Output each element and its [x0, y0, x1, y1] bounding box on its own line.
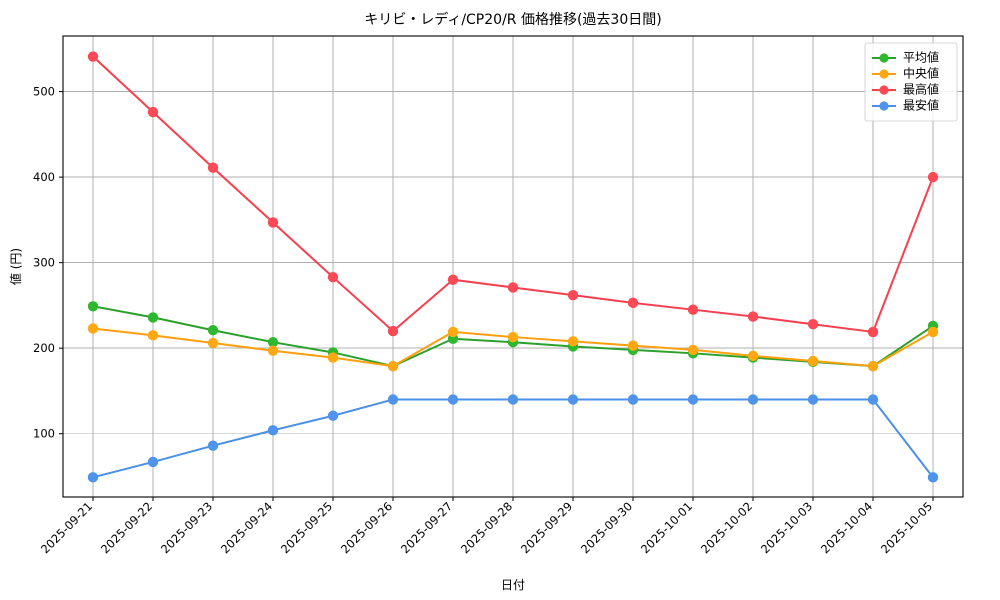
grid-lines	[63, 36, 963, 497]
legend-swatch-marker	[879, 69, 889, 79]
y-axis-title: 値 (円)	[8, 248, 23, 285]
data-point	[807, 394, 819, 405]
data-point	[87, 51, 99, 62]
data-point	[147, 330, 159, 341]
data-point	[507, 282, 519, 293]
data-point	[507, 331, 519, 343]
data-point	[747, 394, 759, 405]
y-tick-label: 300	[33, 256, 55, 270]
data-point	[867, 360, 879, 372]
data-point	[207, 337, 219, 349]
data-point	[927, 326, 939, 338]
data-point	[267, 425, 279, 436]
data-point	[147, 456, 159, 468]
data-point	[207, 440, 219, 451]
legend-background	[864, 42, 958, 122]
y-tick-label: 100	[33, 427, 55, 441]
y-tick-label: 400	[33, 170, 55, 184]
data-point	[567, 336, 579, 347]
data-point	[927, 472, 939, 483]
legend-item-1[interactable]: 平均値	[872, 50, 939, 65]
data-point	[267, 336, 279, 348]
legend-label: 最安値	[903, 98, 939, 113]
data-series	[87, 51, 939, 483]
legend-label: 中央値	[903, 66, 939, 81]
data-point	[267, 217, 279, 228]
data-point	[147, 312, 159, 323]
data-point	[807, 355, 819, 367]
legend-item-2[interactable]: 中央値	[872, 66, 939, 81]
data-point	[87, 323, 99, 334]
data-point	[387, 360, 399, 372]
data-point	[447, 394, 459, 405]
data-point	[627, 394, 639, 405]
legend-swatch-marker	[879, 85, 889, 95]
legend-label: 平均値	[903, 50, 939, 65]
data-point	[87, 472, 99, 483]
data-point	[867, 326, 879, 338]
x-axis-title: 日付	[501, 578, 525, 592]
data-point	[807, 319, 819, 330]
axis-ticks	[59, 91, 934, 501]
y-tick-label: 200	[33, 341, 55, 355]
data-point	[447, 274, 459, 285]
data-point	[627, 297, 639, 309]
series-4	[87, 394, 939, 483]
data-point	[867, 394, 879, 405]
data-point	[387, 325, 399, 337]
data-point	[207, 325, 219, 336]
data-point	[687, 304, 699, 315]
legend-label: 最高値	[903, 82, 939, 97]
data-point	[327, 271, 339, 283]
data-point	[447, 326, 459, 338]
data-point	[327, 352, 339, 363]
series-3	[87, 51, 939, 338]
data-point	[267, 345, 279, 356]
data-point	[387, 394, 399, 405]
data-point	[927, 171, 939, 183]
series-2	[87, 323, 939, 372]
data-point	[627, 340, 639, 351]
data-point	[567, 394, 579, 405]
chart-title: キリビ・レディ/CP20/R 価格推移(過去30日間)	[364, 11, 661, 28]
legend-item-4[interactable]: 最安値	[872, 98, 939, 113]
legend-swatch-marker	[879, 53, 889, 63]
data-point	[207, 162, 219, 173]
y-tick-label: 500	[33, 85, 55, 99]
data-point	[147, 106, 159, 118]
data-point	[747, 350, 759, 362]
data-point	[687, 394, 699, 405]
data-point	[567, 289, 579, 301]
data-point	[87, 301, 99, 312]
data-point	[327, 410, 339, 421]
legend-swatch-marker	[879, 101, 889, 111]
data-point	[687, 344, 699, 356]
data-point	[507, 394, 519, 405]
data-point	[747, 311, 759, 322]
legend-item-3[interactable]: 最高値	[872, 82, 939, 97]
